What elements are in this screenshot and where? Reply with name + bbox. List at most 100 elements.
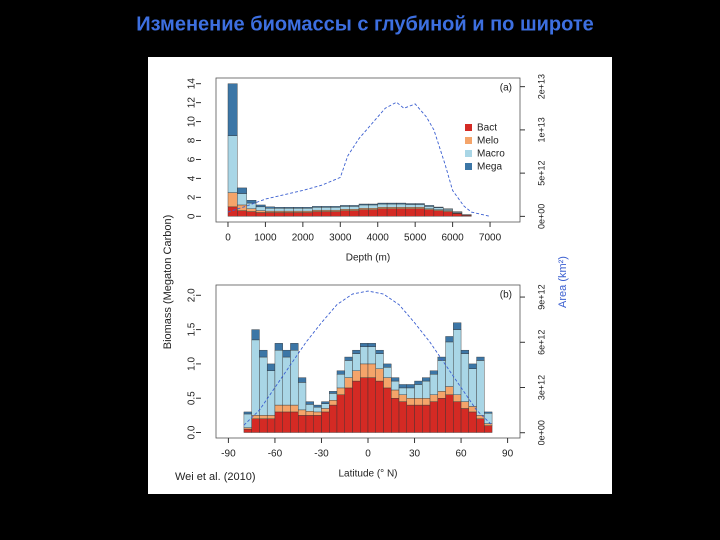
bar-segment [453,394,462,402]
bar-segment [312,207,322,211]
bar-segment [445,336,454,343]
bar-segment [396,208,407,217]
bar-segment [329,393,338,401]
y2-tick-label: 0e+00 [536,204,546,229]
bar-segment [259,349,268,358]
bar-segment [259,356,268,416]
bar-segment [360,363,369,378]
bar-segment [266,363,276,371]
bar-segment [349,206,360,210]
bar-segment [283,208,294,212]
bar-segment [398,384,407,389]
bar-segment [396,203,407,208]
bar-segment [293,207,304,209]
x-tick-label: -30 [314,449,329,460]
bar-segment [476,356,485,361]
bar-segment [274,208,285,212]
bar-segment [476,418,485,433]
bar-segment [358,209,369,217]
bar-segment [484,425,493,433]
bar-segment [367,346,376,365]
bar-segment [237,210,247,217]
bar-segment [340,206,350,210]
bar-segment [336,370,345,375]
bar-segment [243,428,252,433]
bar-segment [329,400,338,406]
bar-segment [358,208,369,210]
bar-segment [321,206,332,208]
x-tick-label: 4000 [367,233,390,244]
bar-segment [259,415,268,419]
bar-segment [305,415,314,433]
bar-segment [468,411,477,433]
bar-segment [302,210,313,213]
bar-segment [383,367,392,378]
bar-segment [274,343,283,351]
bar-segment [406,387,415,399]
x-tick-label: -60 [268,449,283,460]
bar-segment [445,386,454,395]
bar-segment [368,204,378,209]
bar-segment [414,204,425,208]
bar-segment [265,210,275,213]
bar-segment [274,212,285,217]
bar-segment [312,209,322,212]
bar-segment [330,206,341,208]
bar-segment [340,209,350,211]
y2-tick-label: 2e+13 [536,74,546,99]
legend-label: Melo [477,136,499,147]
bar-segment [453,401,462,433]
bar-segment [227,192,238,208]
x-tick-label: 60 [455,449,467,460]
bar-segment [453,322,462,330]
bar-segment [246,200,257,204]
bar-segment [414,203,425,205]
bar-segment [282,356,291,406]
x-tick-label: 5000 [404,233,427,244]
bar-segment [255,204,266,208]
bar-segment [302,212,313,217]
bar-segment [383,377,392,389]
x-axis-label: Depth (m) [346,253,390,264]
bar-segment [453,329,462,395]
bar-segment [396,207,407,209]
bar-segment [406,398,415,406]
x-axis-label: Latitude (° N) [338,469,397,480]
bar-segment [414,380,423,385]
bar-segment [375,380,384,433]
y-axis-label: Biomass (Megaton Carbon) [162,215,174,350]
bar-segment [312,206,322,208]
bar-segment [330,207,341,211]
bar-segment [398,394,407,402]
bar-segment [329,391,338,394]
bar-segment [298,382,307,411]
bar-segment [429,394,438,402]
area-line [227,101,491,217]
plot-frame [215,77,521,223]
bar-segment [414,208,425,217]
caption: Wei et al. (2010) [175,471,256,483]
bar-segment [259,418,268,433]
x-tick-label: 3000 [329,233,352,244]
y2-tick-label: 6e+12 [536,330,546,355]
bar-segment [443,211,453,217]
y-tick-label: 14 [187,78,198,90]
bar-segment [312,211,322,217]
bar-segment [414,207,425,209]
bar-segment [274,210,285,213]
bar-segment [368,208,378,210]
bar-segment [405,204,416,208]
bar-segment [321,207,332,211]
bar-segment [424,206,435,209]
bar-segment [433,210,444,217]
bar-segment [396,202,407,205]
bar-segment [349,205,360,207]
bar-segment [360,377,369,433]
bar-segment [282,411,291,433]
x-tick-label: 90 [502,449,514,460]
bar-segment [290,349,299,406]
bar-segment [282,349,291,358]
bar-segment [336,373,345,389]
y2-axis-label: Area (km²) [557,256,569,308]
